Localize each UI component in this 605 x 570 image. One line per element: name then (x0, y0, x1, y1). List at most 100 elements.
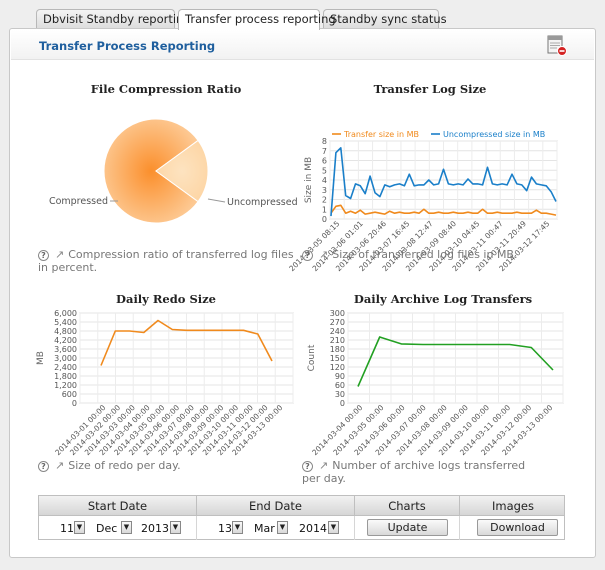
help-icon[interactable]: ? (38, 461, 49, 472)
y-tick-label: 1 (322, 205, 327, 214)
y-axis-label: Size in MB (304, 157, 314, 203)
pie-label-connector (207, 198, 226, 203)
y-tick-label: 3,000 (54, 354, 77, 363)
transfer-log-caption: ? ↗ Size of transferred log files in MB. (302, 248, 564, 261)
chevron-down-icon[interactable]: ▼ (328, 521, 339, 534)
end-month-select[interactable]: Mar (254, 522, 275, 535)
panel-header: Transfer Process Reporting (11, 30, 594, 60)
tab-standby-sync-status[interactable]: Standby sync status (323, 9, 447, 29)
y-tick-label: 1,200 (54, 381, 77, 390)
series-line-0 (330, 204, 557, 216)
series-line-0 (357, 336, 554, 387)
help-icon[interactable]: ? (38, 250, 49, 261)
y-axis-label: MB (36, 351, 46, 365)
archive-line-chart: 0306090120150180210240270300Count2014-03… (307, 309, 564, 457)
start-day-select[interactable]: 11 (60, 522, 74, 535)
y-tick-label: 210 (330, 336, 345, 345)
chevron-down-icon[interactable]: ▼ (74, 521, 85, 534)
end-date-cell: 13 ▼ Mar ▼ 2014 ▼ (197, 516, 355, 540)
compression-chart-title: File Compression Ratio (90, 82, 242, 96)
y-tick-label: 0 (340, 399, 345, 408)
y-tick-label: 2 (322, 196, 327, 205)
redo-caption: ? ↗ Size of redo per day. (38, 459, 300, 472)
y-tick-label: 270 (330, 318, 345, 327)
start-date-header: Start Date (39, 496, 197, 516)
chevron-down-icon[interactable]: ▼ (277, 521, 288, 534)
update-button[interactable]: Update (367, 519, 448, 536)
y-tick-label: 4 (322, 176, 327, 185)
transfer-log-chart-title: Transfer Log Size (373, 82, 487, 96)
tab-dbvisit-standby-reporting[interactable]: Dbvisit Standby reporting (36, 9, 191, 29)
charts-header: Charts (355, 496, 460, 516)
y-axis-label: Count (307, 344, 317, 371)
external-link-icon[interactable]: ↗ (319, 459, 329, 472)
controls-header-row: Start Date End Date Charts Images (39, 496, 564, 516)
start-month-select[interactable]: Dec (96, 522, 118, 535)
y-tick-label: 30 (335, 390, 345, 399)
y-tick-label: 8 (322, 137, 327, 146)
compression-caption-text: Compression ratio of transferred log fil… (38, 248, 294, 274)
y-tick-label: 3,600 (54, 345, 77, 354)
help-icon[interactable]: ? (302, 250, 313, 261)
series-line-0 (100, 319, 273, 366)
y-tick-label: 7 (322, 147, 327, 156)
archive-caption: ? ↗ Number of archive logs transferred per… (302, 459, 542, 485)
y-tick-label: 90 (335, 372, 345, 381)
redo-line-chart: 06001,2001,8002,4003,0003,6004,2004,8005… (36, 309, 294, 457)
y-tick-label: 150 (330, 354, 345, 363)
compression-caption: ? ↗ Compression ratio of transferred log f… (38, 248, 300, 274)
y-tick-label: 4,800 (54, 327, 77, 336)
legend-transfer-size: Transfer size in MB (343, 130, 419, 139)
charts-cell: Update (355, 516, 460, 540)
help-icon[interactable]: ? (302, 461, 313, 472)
external-link-icon[interactable]: ↗ (55, 459, 65, 472)
images-header: Images (491, 499, 534, 513)
y-tick-label: 6 (322, 157, 327, 166)
start-year-select[interactable]: 2013 (141, 522, 169, 535)
archive-chart-title: Daily Archive Log Transfers (353, 292, 533, 306)
end-day-select[interactable]: 13 (218, 522, 232, 535)
download-button[interactable]: Download (477, 519, 558, 536)
y-tick-label: 5,400 (54, 318, 77, 327)
images-cell: Download (460, 516, 566, 540)
page-title: Transfer Process Reporting (39, 39, 216, 53)
y-tick-label: 180 (330, 345, 345, 354)
y-tick-label: 60 (335, 381, 345, 390)
pie-label-compressed: Compressed (49, 196, 108, 207)
archive-caption-text: Number of archive logs transferred per d… (302, 459, 526, 485)
y-tick-label: 5 (322, 166, 327, 175)
chevron-down-icon[interactable]: ▼ (232, 521, 243, 534)
external-link-icon[interactable]: ↗ (55, 248, 65, 261)
y-tick-label: 3 (322, 186, 327, 195)
y-tick-label: 0 (322, 215, 327, 224)
y-tick-label: 1,800 (54, 372, 77, 381)
report-panel: Transfer Process Reporting File Compress… (9, 28, 596, 558)
redo-chart-title: Daily Redo Size (116, 292, 216, 306)
external-link-icon[interactable]: ↗ (319, 248, 329, 261)
y-tick-label: 0 (72, 399, 77, 408)
end-year-select[interactable]: 2014 (299, 522, 327, 535)
pdf-export-icon[interactable] (547, 35, 567, 56)
y-tick-label: 300 (330, 309, 345, 318)
redo-caption-text: Size of redo per day. (68, 459, 181, 472)
pie-slice-compressed (103, 118, 199, 224)
pie-slice-uncompressed (155, 139, 209, 203)
y-tick-label: 6,000 (54, 309, 77, 318)
tab-transfer-process-reporting[interactable]: Transfer process reporting (178, 9, 336, 30)
chevron-down-icon[interactable]: ▼ (170, 521, 181, 534)
transfer-log-caption-text: Size of transferred log files in MB. (332, 248, 518, 261)
start-date-cell: 11 ▼ Dec ▼ 2013 ▼ (39, 516, 197, 540)
y-tick-label: 4,200 (54, 336, 77, 345)
y-tick-label: 120 (330, 363, 345, 372)
end-date-header: End Date (197, 496, 355, 516)
pie-label-uncompressed: Uncompressed (227, 197, 298, 208)
legend-uncompressed-size: Uncompressed size in MB (443, 130, 545, 139)
y-tick-label: 2,400 (54, 363, 77, 372)
chevron-down-icon[interactable]: ▼ (121, 521, 132, 534)
y-tick-label: 240 (330, 327, 345, 336)
y-tick-label: 600 (62, 390, 77, 399)
date-range-controls: Start Date End Date Charts Images 11 ▼ D… (38, 495, 565, 540)
series-line-1 (330, 146, 557, 217)
compression-pie-chart: Compressed Uncompressed (49, 118, 298, 224)
